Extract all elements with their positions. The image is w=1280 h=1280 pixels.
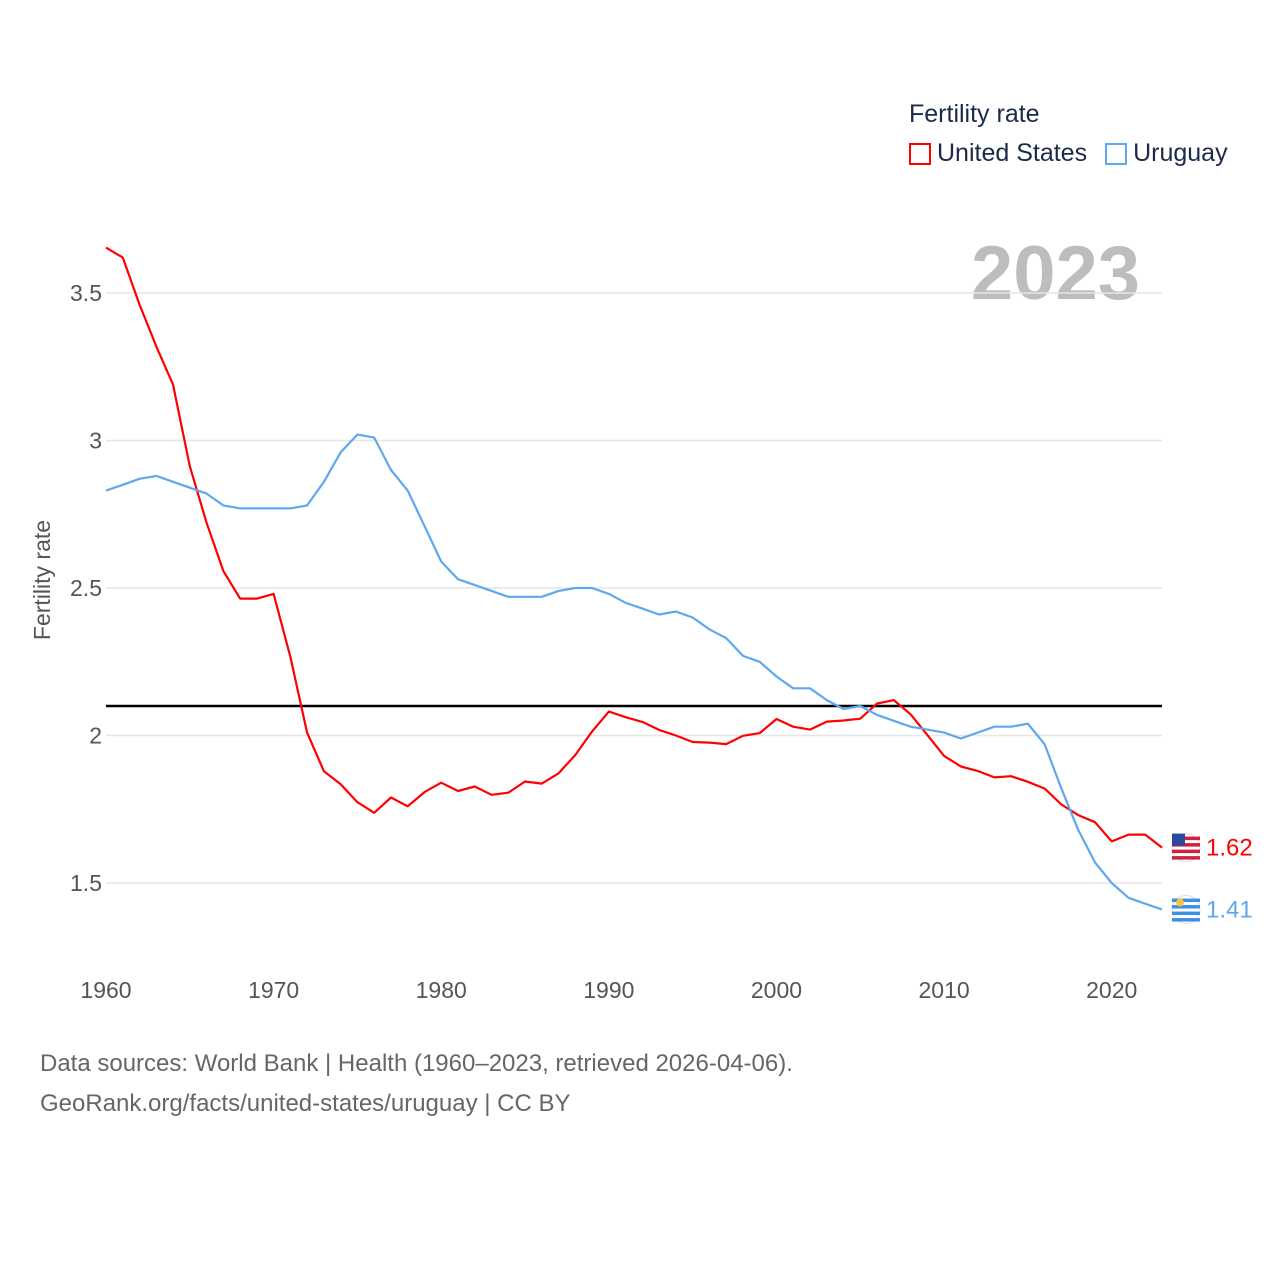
legend: Fertility rate United States Uruguay — [909, 100, 1228, 168]
x-tick-label: 1960 — [80, 977, 131, 1003]
x-tick-label: 1980 — [416, 977, 467, 1003]
flag-stripe — [1172, 856, 1200, 860]
end-value-label: 1.62 — [1206, 835, 1253, 862]
y-tick-label: 1.5 — [70, 870, 102, 896]
end-labels: 1.62 1.41 — [1171, 833, 1253, 925]
data-sources-text: Data sources: World Bank | Health (1960–… — [40, 1050, 793, 1077]
flag-stripe — [1172, 849, 1200, 854]
series-lines — [105, 246, 1163, 911]
grid — [106, 292, 1162, 884]
y-axis-label: Fertility rate — [29, 520, 55, 640]
series-line-united-states — [105, 246, 1163, 849]
x-axis-ticks: 1960 1970 1980 1990 2000 2010 2020 — [80, 977, 1137, 1003]
x-tick-label: 1990 — [583, 977, 634, 1003]
x-tick-label: 2020 — [1086, 977, 1137, 1003]
end-value-label: 1.41 — [1206, 897, 1253, 924]
flag-stripe — [1172, 836, 1200, 841]
line-chart: 1.5 2 2.5 3 3.5 1960 1970 1980 1990 2000 2010 2020… — [29, 246, 1253, 1003]
flag-stripe — [1172, 898, 1200, 903]
legend-swatch-red — [909, 142, 931, 165]
flag-canton — [1172, 833, 1185, 846]
series-line-uruguay — [105, 433, 1163, 911]
legend-label: Uruguay — [1133, 139, 1228, 167]
y-tick-label: 2 — [89, 723, 102, 749]
legend-label: United States — [937, 139, 1088, 167]
flag-stripe — [1172, 918, 1200, 922]
flag-sun — [1176, 898, 1184, 907]
x-tick-label: 2000 — [751, 977, 802, 1003]
flag-icon-uruguay — [1171, 895, 1201, 925]
year-label: 2023 — [970, 231, 1140, 316]
legend-item-uruguay[interactable]: Uruguay — [1105, 139, 1228, 168]
x-tick-label: 2010 — [919, 977, 970, 1003]
legend-title: Fertility rate — [909, 100, 1040, 128]
flag-stripe — [1172, 843, 1200, 847]
y-tick-label: 3.5 — [70, 280, 102, 306]
legend-item-united-states[interactable]: United States — [909, 139, 1087, 168]
y-tick-label: 2.5 — [70, 575, 102, 601]
y-axis-ticks: 1.5 2 2.5 3 3.5 — [70, 280, 102, 896]
x-tick-label: 1970 — [248, 977, 299, 1003]
y-tick-label: 3 — [89, 428, 102, 454]
flag-stripe — [1172, 905, 1200, 909]
flag-icon-united-states — [1171, 833, 1201, 863]
legend-swatch-blue — [1105, 142, 1128, 165]
flag-stripe — [1172, 911, 1200, 916]
footer: Data sources: World Bank | Health (1960–… — [40, 1044, 793, 1124]
source-link[interactable]: GeoRank.org/facts/united-states/uruguay … — [40, 1090, 571, 1117]
